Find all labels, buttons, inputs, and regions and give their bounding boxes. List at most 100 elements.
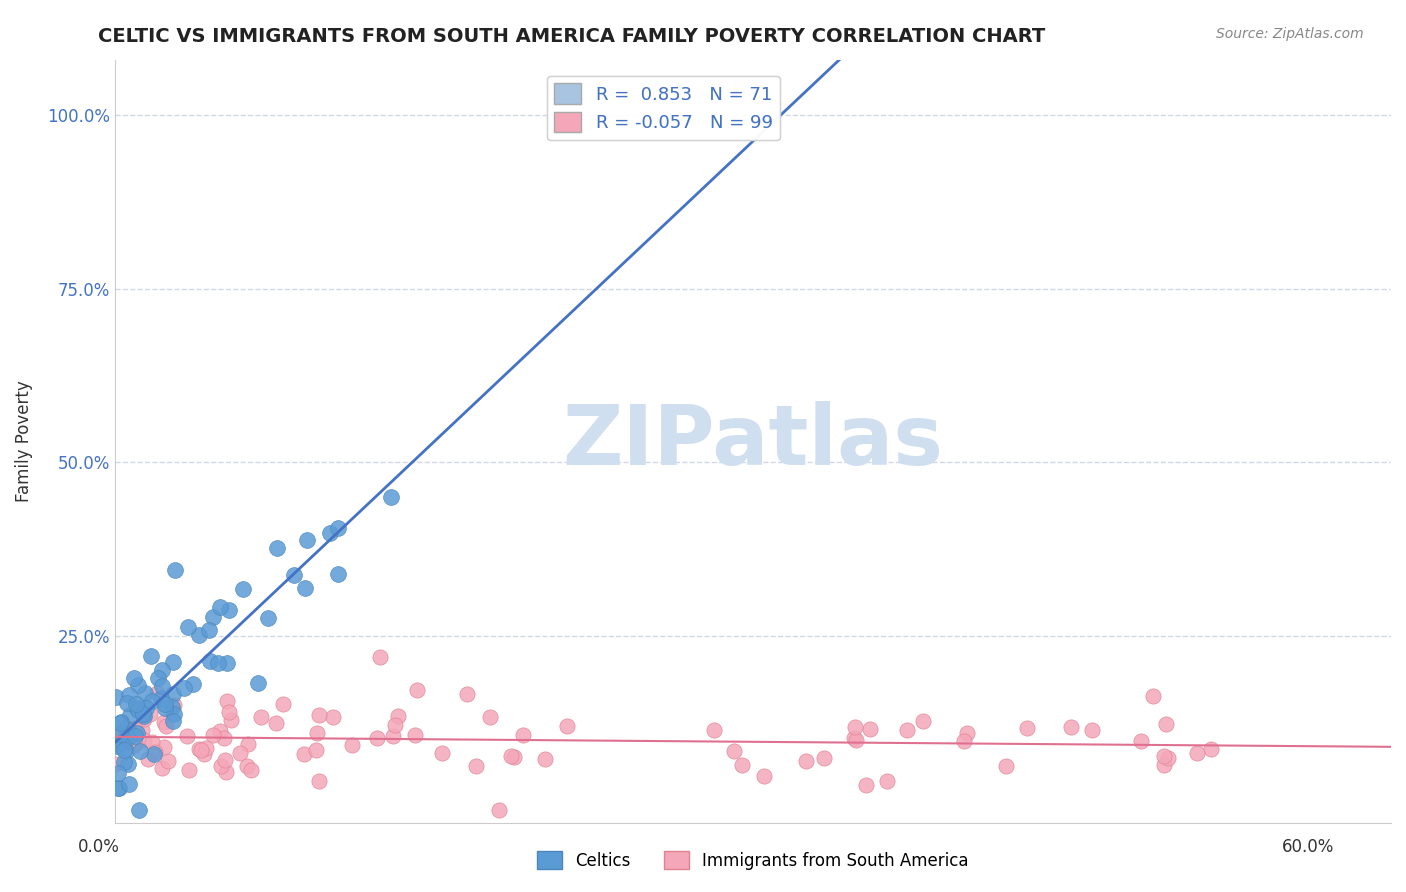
Point [209,599,232,614]
Point [114,722,136,736]
Point [162,687,184,701]
Point [307,726,329,740]
Point [209,724,232,739]
Point [125,726,148,740]
Point [456,687,478,701]
Point [1199,742,1222,756]
Point [150,663,173,677]
Point [128,744,150,758]
Point [142,747,165,761]
Point [156,754,179,768]
Point [131,723,153,737]
Point [465,759,488,773]
Point [229,746,252,760]
Point [340,738,363,752]
Point [1157,750,1180,764]
Point [152,761,174,775]
Point [160,700,183,714]
Point [141,693,163,707]
Point [162,655,184,669]
Point [149,691,172,706]
Point [124,729,146,743]
Point [844,731,866,745]
Point [912,714,935,728]
Point [105,729,128,743]
Point [107,780,129,795]
Point [855,778,877,792]
Point [501,748,523,763]
Point [384,718,406,732]
Point [249,710,271,724]
Point [115,696,138,710]
Point [132,712,155,726]
Point [813,751,835,765]
Point [188,742,211,756]
Point [105,731,128,746]
Text: Source: ZipAtlas.com: Source: ZipAtlas.com [1216,27,1364,41]
Point [124,722,146,736]
Point [283,567,305,582]
Point [152,715,174,730]
Point [876,774,898,789]
Point [212,731,235,745]
Text: 60.0%: 60.0% [1281,838,1334,855]
Point [127,700,149,714]
Point [794,754,817,768]
Point [105,739,128,753]
Point [198,623,221,637]
Point [108,735,131,749]
Point [555,719,578,733]
Point [502,749,524,764]
Point [218,603,240,617]
Point [132,707,155,722]
Point [105,690,128,705]
Point [153,740,176,755]
Point [122,721,145,735]
Point [292,747,315,761]
Point [177,620,200,634]
Point [112,756,135,770]
Point [139,706,162,721]
Point [308,774,330,789]
Point [488,803,510,817]
Point [107,780,129,795]
Point [534,752,557,766]
Point [181,677,204,691]
Point [257,610,280,624]
Point [380,490,402,504]
Point [1153,758,1175,772]
Point [201,610,224,624]
Point [118,708,141,723]
Point [381,729,404,743]
Point [114,730,136,744]
Point [754,768,776,782]
Point [134,733,156,747]
Point [236,737,259,751]
Point [209,759,232,773]
Point [150,679,173,693]
Point [118,777,141,791]
Point [163,706,186,721]
Point [896,723,918,738]
Point [148,671,170,685]
Point [117,756,139,771]
Point [214,753,236,767]
Point [217,656,239,670]
Point [162,714,184,728]
Point [858,722,880,736]
Point [1153,749,1175,764]
Text: CELTIC VS IMMIGRANTS FROM SOUTH AMERICA FAMILY POVERTY CORRELATION CHART: CELTIC VS IMMIGRANTS FROM SOUTH AMERICA … [98,27,1046,45]
Point [404,728,426,742]
Point [703,723,725,737]
Point [479,709,502,723]
Point [110,715,132,730]
Point [127,678,149,692]
Point [165,563,187,577]
Point [112,735,135,749]
Point [122,672,145,686]
Point [153,697,176,711]
Legend: R =  0.853   N = 71, R = -0.057   N = 99: R = 0.853 N = 71, R = -0.057 N = 99 [547,77,780,140]
Point [723,744,745,758]
Point [236,759,259,773]
Point [218,705,240,719]
